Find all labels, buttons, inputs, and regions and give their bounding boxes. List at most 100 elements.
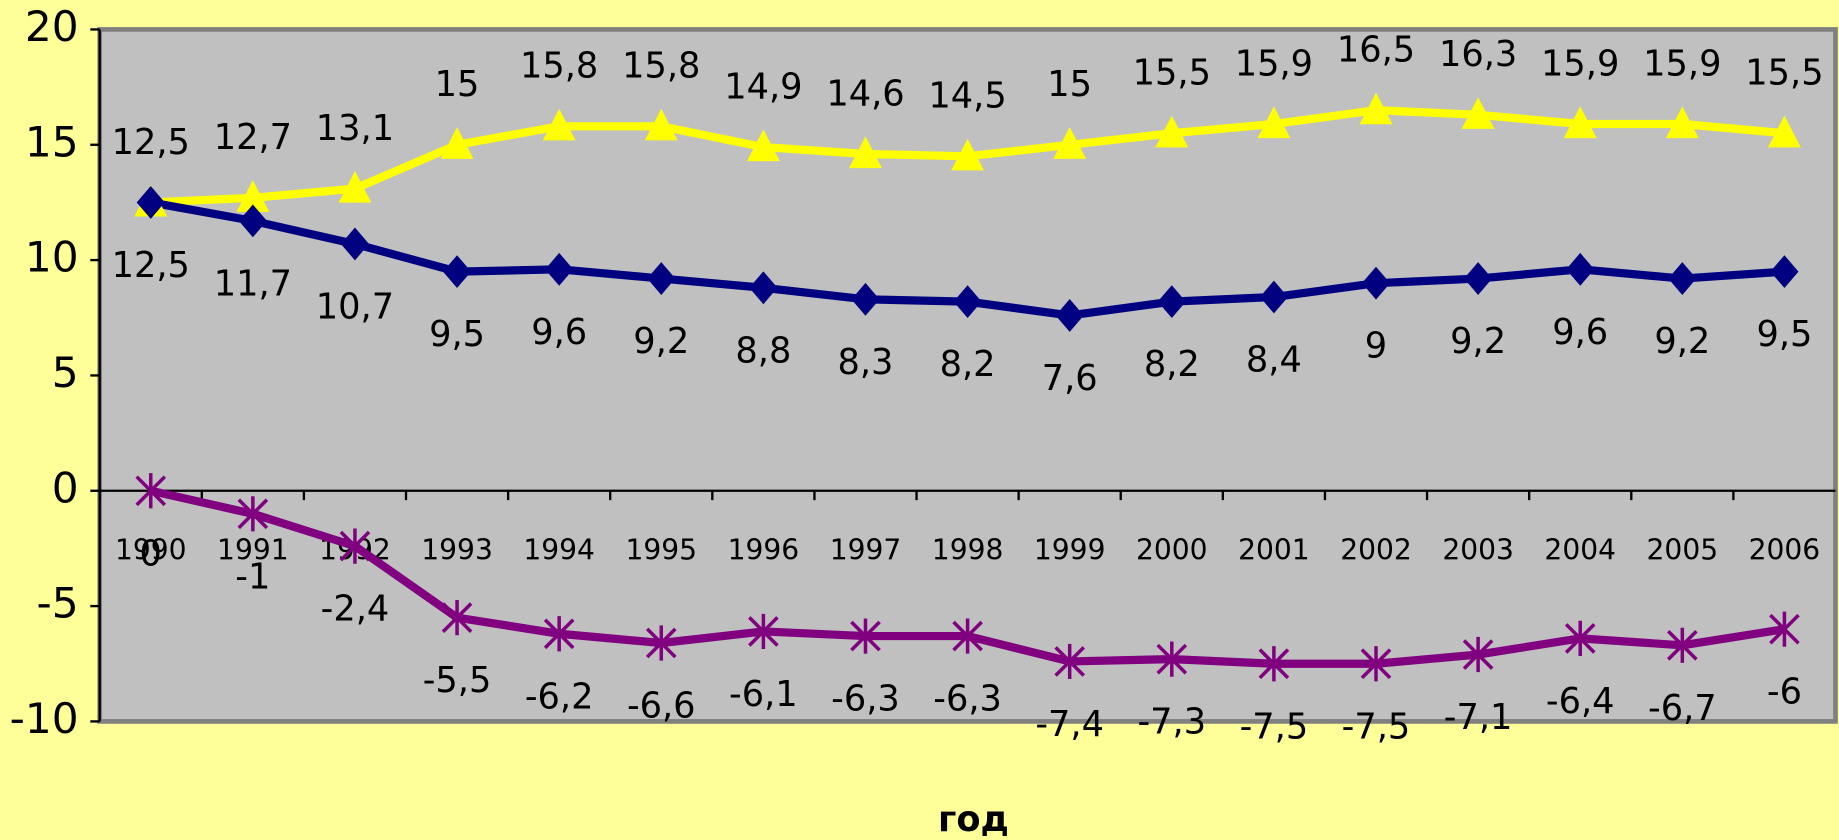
marker	[1461, 97, 1495, 129]
x-tick-label: 1990	[115, 534, 187, 567]
data-label: 14,6	[826, 73, 904, 114]
x-tick-label: 2006	[1749, 534, 1821, 567]
data-label: 10,7	[316, 286, 394, 327]
marker	[1563, 106, 1597, 139]
data-label: 15,5	[1745, 53, 1823, 94]
x-tick-label: 1995	[625, 534, 697, 567]
x-tick-label: 1998	[932, 534, 1004, 567]
data-label: -2,4	[321, 589, 390, 630]
data-label: -6,2	[525, 676, 594, 717]
marker	[645, 625, 677, 661]
y-tick-label: 20	[25, 2, 79, 51]
data-label: 12,7	[214, 117, 292, 158]
data-label: -7,1	[1444, 697, 1513, 738]
data-label: 9,2	[633, 321, 689, 362]
marker	[136, 186, 165, 219]
marker	[1668, 262, 1697, 295]
data-label: 13,1	[316, 108, 394, 149]
marker	[1360, 646, 1392, 682]
data-label: -7,5	[1240, 706, 1309, 747]
marker	[339, 528, 371, 564]
marker	[236, 180, 270, 212]
data-label: -6,6	[627, 686, 696, 727]
marker	[850, 618, 881, 654]
x-tick-label: 2001	[1238, 534, 1310, 567]
data-label: 9,2	[1654, 321, 1710, 362]
data-label: 8,8	[735, 330, 791, 371]
marker	[543, 616, 575, 652]
x-tick-label: 2000	[1136, 534, 1208, 567]
marker	[952, 618, 983, 654]
marker	[851, 282, 880, 316]
y-tick-label: -10	[10, 694, 79, 743]
data-label: 11,7	[214, 263, 292, 304]
marker	[1667, 627, 1698, 663]
data-label: -6,1	[729, 674, 798, 715]
data-label: 9,6	[1552, 312, 1608, 353]
data-label: 9,5	[1756, 314, 1812, 355]
marker	[1768, 115, 1801, 148]
x-axis-title: год	[938, 799, 1009, 840]
data-label: 8,2	[1144, 344, 1200, 385]
x-tick-label: 2004	[1544, 534, 1616, 567]
marker	[441, 600, 473, 636]
data-label: 14,5	[928, 76, 1006, 117]
data-label: -7,3	[1137, 702, 1206, 743]
x-tick-label: 2003	[1442, 534, 1514, 567]
data-label: 7,6	[1042, 358, 1098, 399]
marker	[647, 262, 676, 295]
y-tick-label: 5	[52, 348, 79, 397]
data-label: 15,8	[520, 46, 598, 87]
data-label: 9	[1365, 326, 1387, 367]
data-label: -7,5	[1342, 706, 1411, 747]
data-label: 16,3	[1439, 34, 1517, 75]
marker	[953, 285, 982, 319]
marker	[1053, 127, 1087, 159]
x-tick-label: 1991	[217, 534, 289, 567]
data-label: -5,5	[423, 660, 492, 701]
data-label: -6,4	[1546, 681, 1615, 722]
data-label: 15,8	[622, 46, 700, 87]
x-tick-label: 2005	[1647, 534, 1719, 567]
marker	[1257, 106, 1291, 139]
y-tick-label: 10	[25, 233, 79, 282]
x-tick-label: 1997	[830, 534, 902, 567]
marker	[1361, 266, 1391, 300]
data-label: 9,2	[1450, 321, 1506, 362]
data-label: -6,3	[933, 679, 1002, 720]
data-label: 9,6	[531, 312, 587, 353]
marker	[1769, 611, 1800, 647]
data-label: -6	[1767, 672, 1802, 713]
data-label: 14,9	[724, 66, 802, 107]
marker	[748, 613, 779, 650]
y-tick-label: 0	[52, 463, 79, 512]
data-label: 0	[140, 533, 162, 574]
data-label: -6,7	[1648, 688, 1717, 729]
y-tick-label: -5	[36, 579, 78, 628]
marker	[1258, 646, 1290, 682]
data-label: 15,9	[1643, 43, 1721, 84]
marker	[442, 255, 472, 289]
marker	[1462, 636, 1494, 673]
data-label: 15	[1047, 64, 1092, 105]
marker	[1359, 92, 1393, 125]
marker	[1156, 641, 1188, 677]
marker	[644, 108, 678, 141]
marker	[135, 473, 167, 509]
data-label: 9,5	[429, 314, 485, 355]
data-label: 12,5	[112, 122, 190, 163]
data-label: -6,3	[831, 679, 900, 720]
data-label: 15,5	[1133, 53, 1211, 94]
data-label: 15,9	[1235, 43, 1313, 84]
marker	[1055, 299, 1084, 332]
marker	[440, 127, 474, 159]
marker	[340, 227, 370, 261]
marker	[1665, 106, 1699, 139]
data-label: 8,4	[1246, 340, 1302, 381]
data-label: 8,3	[838, 342, 894, 383]
data-label: 16,5	[1337, 30, 1415, 71]
marker	[951, 138, 985, 171]
marker	[849, 136, 882, 169]
marker	[1770, 255, 1799, 289]
data-label: 15	[435, 64, 480, 105]
